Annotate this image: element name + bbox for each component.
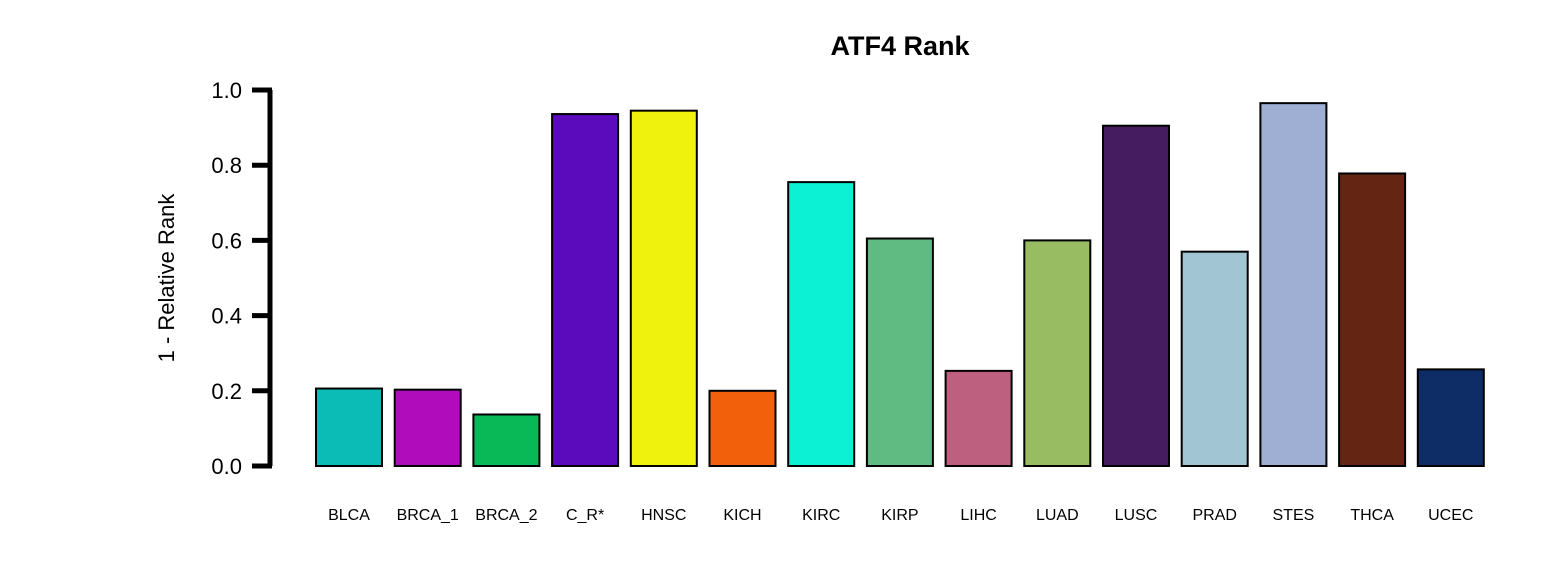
x-tick-label: PRAD	[1192, 507, 1236, 524]
x-tick-label: LUAD	[1036, 507, 1079, 524]
x-tick-label: LUSC	[1115, 507, 1158, 524]
x-tick-label: STES	[1273, 507, 1315, 524]
bar-c-r	[551, 113, 620, 468]
bar-lihc	[944, 369, 1013, 468]
y-tick-label: 0.2	[211, 379, 242, 404]
chart-title: ATF4 Rank	[830, 31, 970, 61]
y-tick-label: 1.0	[211, 78, 242, 103]
y-tick-label: 0.0	[211, 454, 242, 479]
bar-kirc	[787, 181, 856, 467]
x-tick-label: UCEC	[1428, 507, 1473, 524]
bar-stes	[1259, 102, 1328, 467]
y-tick-label: 0.4	[211, 304, 242, 329]
bar-brca-1	[393, 388, 462, 467]
bar-kirp	[865, 237, 934, 467]
x-tick-label: HNSC	[641, 507, 686, 524]
x-tick-label: KIRP	[881, 507, 918, 524]
bar-hnsc	[629, 109, 698, 468]
bar-luad	[1023, 239, 1092, 467]
y-tick-label: 0.8	[211, 153, 242, 178]
bars	[315, 102, 1485, 468]
x-tick-labels: BLCA BRCA_1 BRCA_2 C_R* HNSC KICH KIRC KIRP LIHC…	[328, 507, 1473, 524]
bar-prad	[1180, 250, 1249, 467]
bar-thca	[1338, 172, 1407, 468]
bar-blca	[315, 387, 383, 468]
x-tick-label: THCA	[1350, 507, 1394, 524]
y-axis-label: 1 - Relative Rank	[154, 193, 179, 363]
x-tick-label: BRCA_1	[397, 507, 459, 524]
x-tick-label: KICH	[723, 507, 761, 524]
bar-ucec	[1416, 368, 1485, 468]
y-axis: 0.0 0.2 0.4 0.6 0.8 1.0	[211, 78, 273, 479]
bar-kich	[708, 389, 777, 467]
x-tick-label: C_R*	[566, 507, 604, 524]
x-tick-label: LIHC	[960, 507, 996, 524]
y-tick-label: 0.6	[211, 228, 242, 253]
x-tick-label: BLCA	[328, 507, 370, 524]
x-tick-label: BRCA_2	[475, 507, 537, 524]
bar-lusc	[1102, 124, 1170, 467]
bar-brca-2	[472, 413, 541, 468]
x-tick-label: KIRC	[802, 507, 840, 524]
